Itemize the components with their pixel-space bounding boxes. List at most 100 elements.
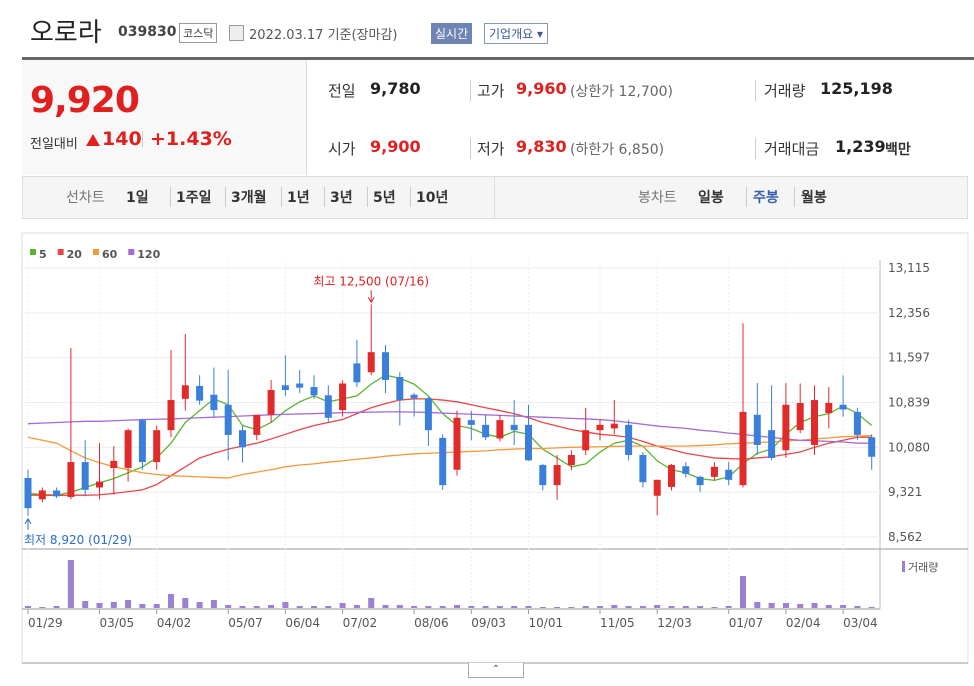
volume-bar xyxy=(711,607,718,608)
amount-label: 거래대금 xyxy=(755,138,819,159)
tab[interactable]: 1주일 xyxy=(170,187,212,207)
x-tick-label: 08/06 xyxy=(414,616,449,630)
volume-bar xyxy=(82,601,89,608)
volume-bar xyxy=(740,576,746,608)
company-button[interactable]: 기업개요 ▾ xyxy=(484,23,549,44)
candle-body xyxy=(539,465,547,486)
volume-bar xyxy=(611,605,618,608)
realtime-button[interactable]: 실시간 xyxy=(431,23,473,44)
tab[interactable]: 월봉 xyxy=(794,187,827,207)
volume-bar xyxy=(840,605,847,608)
volume-bar xyxy=(139,604,146,608)
volume-bar xyxy=(425,606,432,608)
sep xyxy=(142,131,143,147)
tab[interactable]: 10년 xyxy=(410,187,448,207)
amount-unit: 백만 xyxy=(885,142,911,158)
annotation: 최저 8,920 (01/29) xyxy=(24,533,132,547)
tab-bar xyxy=(22,176,968,219)
candle-body xyxy=(467,420,475,425)
volume-bar xyxy=(454,605,460,608)
tab[interactable]: 5년 xyxy=(367,187,396,207)
tab[interactable]: 1일 xyxy=(126,190,149,206)
volume-bar xyxy=(196,602,203,608)
y-tick-label: 11,597 xyxy=(888,351,930,365)
tab[interactable]: 3개월 xyxy=(225,187,267,207)
volume-bar xyxy=(296,606,303,608)
amount: 1,239 xyxy=(835,137,886,156)
date: 2022.03.17 기준(장마감) xyxy=(249,28,398,43)
candle-body xyxy=(224,404,232,435)
volume-bar xyxy=(754,602,761,608)
lower-limit: (하한가 6,850) xyxy=(570,142,665,158)
annotation-arrowhead xyxy=(367,297,375,304)
volume-bar xyxy=(597,606,603,608)
candle-body xyxy=(768,430,776,458)
candle-body xyxy=(825,403,833,414)
candle-body xyxy=(739,411,747,486)
candle-body xyxy=(410,394,418,399)
candle-body xyxy=(196,385,204,401)
volume-bar xyxy=(311,606,317,608)
low-label: 저가 xyxy=(470,138,505,159)
candle-body xyxy=(496,420,504,439)
x-tick-label: 02/04 xyxy=(786,616,821,630)
volume-bar xyxy=(382,605,389,608)
volume-bar xyxy=(125,600,132,608)
change-label: 전일대비 xyxy=(30,137,78,152)
volume-bar xyxy=(854,606,861,608)
prev: 9,780 xyxy=(370,79,421,98)
volume-bar xyxy=(168,594,174,608)
volume-bar xyxy=(110,602,117,608)
volume-bar xyxy=(253,606,260,608)
volume-bar xyxy=(96,603,103,608)
tab[interactable]: 주봉 xyxy=(746,187,779,207)
tab[interactable]: 일봉 xyxy=(698,190,724,206)
volume-bar xyxy=(496,606,503,608)
candle-body xyxy=(653,479,661,496)
candle-body xyxy=(853,411,861,435)
tab[interactable]: 3년 xyxy=(324,187,353,207)
volume-bar xyxy=(153,604,160,608)
volume-bar xyxy=(582,606,589,608)
calendar-icon xyxy=(229,25,244,41)
candle-body xyxy=(339,383,347,411)
volume-bar xyxy=(325,606,332,608)
x-tick-label: 09/03 xyxy=(471,616,506,630)
legend-label: 20 xyxy=(67,248,83,261)
annotation: 최고 12,500 (07/16) xyxy=(313,274,429,288)
upper-limit: (상한가 12,700) xyxy=(570,84,674,100)
candle-body xyxy=(382,352,389,380)
legend-swatch xyxy=(57,249,64,255)
volume-bar xyxy=(182,598,189,608)
volume-bar xyxy=(210,600,217,608)
volume-bar xyxy=(439,606,446,608)
candle-body xyxy=(324,395,332,418)
divider xyxy=(22,57,974,60)
volume-bar xyxy=(39,607,46,608)
y-tick-label: 12,356 xyxy=(888,306,930,320)
volume-bar xyxy=(282,602,289,608)
candle-body xyxy=(310,387,318,396)
candle-body xyxy=(167,400,175,431)
candle-body xyxy=(553,465,561,486)
x-tick-label: 01/07 xyxy=(729,616,764,630)
change: 140 xyxy=(102,128,142,150)
candle-body xyxy=(625,424,633,455)
legend-label: 5 xyxy=(39,248,47,261)
volume-bar xyxy=(668,606,675,608)
tab[interactable]: 1년 xyxy=(281,187,310,207)
volume-bar xyxy=(568,607,575,608)
candle-body xyxy=(424,398,432,431)
candle-body xyxy=(253,414,261,435)
x-tick-label: 03/04 xyxy=(843,616,878,630)
x-tick-label: 11/05 xyxy=(600,616,635,630)
up-triangle xyxy=(86,134,100,146)
x-tick-label: 03/05 xyxy=(100,616,135,630)
volume-bar xyxy=(368,598,375,608)
candle-body xyxy=(510,424,518,431)
collapse-button[interactable]: ⌃ xyxy=(468,663,524,678)
volume: 125,198 xyxy=(820,79,893,98)
candle-body xyxy=(67,462,75,497)
candle-body xyxy=(525,424,532,461)
volume-bar xyxy=(468,606,475,608)
